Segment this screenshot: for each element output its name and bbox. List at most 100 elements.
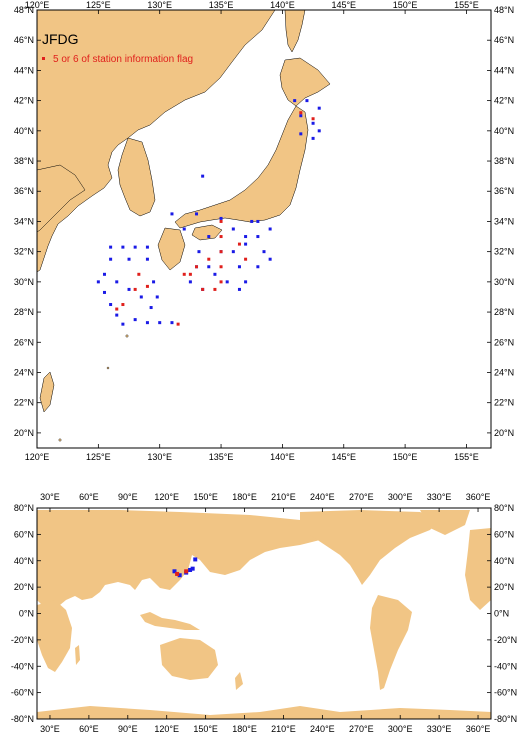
lat-label-right: 60°N (494, 529, 514, 539)
lon-label-top: 360°E (466, 492, 491, 502)
flagged-station-dot (299, 111, 303, 115)
lon-label-top: 150°E (193, 492, 218, 502)
station-dot (188, 567, 193, 572)
lat-label-left: 20°N (14, 428, 34, 438)
station-dot (115, 280, 119, 284)
station-dot (188, 280, 192, 284)
lat-label-left: -40°N (11, 661, 34, 671)
station-dot (109, 245, 113, 249)
global-map: 30°E 30°E 60°E 60°E 90°E 90°E 120°E 120°E 150°E 1… (11, 492, 517, 734)
station-dot (139, 295, 143, 299)
china-coast (37, 164, 86, 233)
station-dot (145, 257, 149, 261)
lon-label-top: 140°E (270, 0, 295, 10)
station-dot (305, 99, 309, 103)
australia (160, 638, 218, 680)
lat-label-left: 46°N (14, 35, 34, 45)
lat-label-right: -40°N (494, 661, 517, 671)
station-dot (299, 114, 303, 118)
lat-label-left: -60°N (11, 688, 34, 698)
station-dot (299, 132, 303, 136)
lon-label-bottom: 120°E (25, 452, 50, 462)
lat-label-right: 34°N (494, 216, 514, 226)
island (125, 334, 129, 338)
station-dot (121, 322, 125, 326)
station-dot (170, 212, 174, 216)
lat-label-right: 20°N (494, 582, 514, 592)
lat-label-right: 40°N (494, 126, 514, 136)
lon-label-bottom: 90°E (118, 724, 138, 734)
hokkaido (279, 57, 331, 107)
lat-label-right: 38°N (494, 156, 514, 166)
station-dot (207, 235, 211, 239)
station-dot (244, 280, 248, 284)
lat-label-right: 46°N (494, 35, 514, 45)
station-dot (244, 242, 248, 246)
lon-label-top: 60°E (79, 492, 99, 502)
taiwan (39, 371, 55, 413)
lon-label-bottom: 330°E (427, 724, 452, 734)
legend-title: JFDG (42, 31, 79, 47)
lon-label-bottom: 30°E (40, 724, 60, 734)
flagged-station-dot (188, 272, 192, 276)
station-dot (102, 290, 106, 294)
top-map-axes: 120°E 120°E 125°E 125°E 130°E 130°E 135°E 135°E… (14, 0, 514, 462)
station-dots (96, 99, 321, 326)
station-dot (96, 280, 100, 284)
lat-label-right: 40°N (494, 556, 514, 566)
lon-label-bottom: 150°E (393, 452, 418, 462)
lat-label-right: 30°N (494, 277, 514, 287)
lat-label-right: 20°N (494, 428, 514, 438)
station-dot (268, 227, 272, 231)
station-dot (133, 245, 137, 249)
station-dot (197, 250, 201, 254)
lon-label-top: 270°E (349, 492, 374, 502)
south-america (370, 595, 412, 690)
flagged-station-dot (219, 235, 223, 239)
station-dot (133, 318, 137, 322)
lat-label-right: 42°N (494, 96, 514, 106)
station-dot (152, 280, 156, 284)
lat-label-right: -60°N (494, 688, 517, 698)
lat-label-right: 32°N (494, 247, 514, 257)
legend-entry: 5 or 6 of station information flag (53, 54, 193, 65)
station-dot (182, 227, 186, 231)
lat-label-left: 40°N (14, 556, 34, 566)
lat-label-left: 30°N (14, 277, 34, 287)
lon-label-bottom: 360°E (466, 724, 491, 734)
global-map-axes: 30°E 30°E 60°E 60°E 90°E 90°E 120°E 120°E 150°E 1… (11, 492, 517, 734)
station-dot (237, 287, 241, 291)
station-dot (177, 573, 182, 578)
lat-label-right: 26°N (494, 337, 514, 347)
station-dot (244, 235, 248, 239)
station-dot (293, 99, 297, 103)
lat-label-left: 42°N (14, 96, 34, 106)
station-dot (256, 235, 260, 239)
lat-label-left: 20°N (14, 582, 34, 592)
lat-label-left: 26°N (14, 337, 34, 347)
station-dot (158, 321, 162, 325)
station-dot (256, 265, 260, 269)
flagged-station-dot (121, 303, 125, 307)
station-dot (190, 566, 195, 571)
lon-label-top: 150°E (393, 0, 418, 10)
legend-marker (42, 57, 45, 60)
station-dot (317, 129, 321, 133)
lon-label-bottom: 210°E (271, 724, 296, 734)
lat-label-left: 40°N (14, 126, 34, 136)
flagged-station-dot (184, 569, 189, 574)
lat-label-right: 28°N (494, 307, 514, 317)
flagged-station-dot (176, 322, 180, 326)
lat-label-left: 0°N (19, 609, 34, 619)
lon-label-top: 155°E (454, 0, 479, 10)
madagascar (75, 645, 80, 665)
station-dot (149, 306, 153, 310)
lon-label-bottom: 240°E (310, 724, 335, 734)
station-dot (193, 557, 198, 562)
flagged-station-dot (219, 265, 223, 269)
lat-label-left: 36°N (14, 186, 34, 196)
sakhalin (284, 10, 306, 53)
flagged-station-dot (219, 219, 223, 223)
antarctica (37, 706, 491, 719)
